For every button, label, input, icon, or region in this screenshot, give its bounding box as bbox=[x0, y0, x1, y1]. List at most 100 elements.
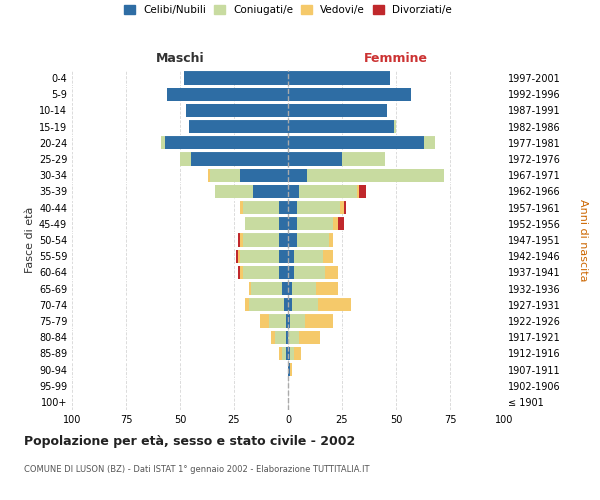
Bar bbox=[288, 201, 296, 214]
Bar bbox=[238, 234, 241, 246]
Bar bbox=[424, 136, 435, 149]
Bar bbox=[286, 330, 288, 344]
Bar bbox=[288, 234, 296, 246]
Bar bbox=[288, 104, 388, 117]
Bar bbox=[288, 266, 295, 279]
Bar bbox=[295, 250, 323, 263]
Bar bbox=[161, 136, 165, 149]
Bar bbox=[290, 346, 295, 360]
Bar bbox=[340, 201, 344, 214]
Bar bbox=[288, 363, 290, 376]
Bar bbox=[290, 314, 305, 328]
Bar bbox=[286, 314, 288, 328]
Bar bbox=[245, 217, 280, 230]
Bar bbox=[275, 330, 286, 344]
Bar bbox=[251, 282, 281, 295]
Bar bbox=[281, 346, 286, 360]
Bar bbox=[241, 266, 242, 279]
Legend: Celibi/Nubili, Coniugati/e, Vedovi/e, Divorziati/e: Celibi/Nubili, Coniugati/e, Vedovi/e, Di… bbox=[124, 5, 452, 15]
Bar bbox=[288, 282, 292, 295]
Bar bbox=[188, 120, 288, 134]
Bar bbox=[280, 234, 288, 246]
Bar bbox=[253, 185, 288, 198]
Bar bbox=[286, 346, 288, 360]
Bar bbox=[241, 234, 242, 246]
Bar bbox=[280, 266, 288, 279]
Bar bbox=[249, 298, 284, 312]
Bar bbox=[184, 72, 288, 85]
Bar bbox=[288, 250, 295, 263]
Text: Femmine: Femmine bbox=[364, 52, 428, 65]
Bar bbox=[288, 168, 307, 182]
Bar bbox=[241, 250, 280, 263]
Bar bbox=[284, 298, 288, 312]
Bar bbox=[288, 72, 389, 85]
Bar bbox=[316, 282, 338, 295]
Bar bbox=[296, 234, 329, 246]
Bar bbox=[305, 314, 334, 328]
Bar bbox=[292, 298, 318, 312]
Bar bbox=[245, 298, 249, 312]
Bar bbox=[288, 217, 296, 230]
Bar bbox=[295, 266, 325, 279]
Bar bbox=[299, 330, 320, 344]
Bar bbox=[215, 185, 253, 198]
Bar bbox=[295, 346, 301, 360]
Text: Maschi: Maschi bbox=[155, 52, 205, 65]
Bar bbox=[288, 152, 342, 166]
Bar bbox=[238, 250, 241, 263]
Bar bbox=[187, 104, 288, 117]
Bar bbox=[288, 88, 411, 101]
Bar bbox=[342, 152, 385, 166]
Bar bbox=[290, 363, 292, 376]
Bar bbox=[280, 201, 288, 214]
Bar bbox=[167, 88, 288, 101]
Bar bbox=[241, 201, 242, 214]
Bar bbox=[334, 217, 338, 230]
Bar bbox=[191, 152, 288, 166]
Bar bbox=[238, 266, 241, 279]
Text: Popolazione per età, sesso e stato civile - 2002: Popolazione per età, sesso e stato civil… bbox=[24, 435, 355, 448]
Bar bbox=[299, 185, 357, 198]
Bar bbox=[296, 217, 334, 230]
Bar bbox=[288, 314, 290, 328]
Bar bbox=[280, 346, 281, 360]
Bar bbox=[288, 330, 299, 344]
Bar bbox=[307, 168, 443, 182]
Bar bbox=[241, 168, 288, 182]
Bar bbox=[165, 136, 288, 149]
Bar bbox=[249, 282, 251, 295]
Bar bbox=[288, 298, 292, 312]
Bar bbox=[269, 314, 286, 328]
Bar bbox=[288, 136, 424, 149]
Bar bbox=[394, 120, 396, 134]
Bar bbox=[208, 168, 210, 182]
Bar bbox=[359, 185, 366, 198]
Bar bbox=[288, 346, 290, 360]
Bar bbox=[325, 266, 338, 279]
Bar bbox=[357, 185, 359, 198]
Bar bbox=[210, 168, 241, 182]
Bar bbox=[180, 152, 191, 166]
Bar bbox=[292, 282, 316, 295]
Bar bbox=[338, 217, 344, 230]
Bar bbox=[318, 298, 350, 312]
Bar bbox=[281, 282, 288, 295]
Bar bbox=[323, 250, 334, 263]
Y-axis label: Fasce di età: Fasce di età bbox=[25, 207, 35, 273]
Bar bbox=[280, 217, 288, 230]
Bar bbox=[288, 185, 299, 198]
Bar bbox=[242, 234, 280, 246]
Bar bbox=[242, 266, 280, 279]
Y-axis label: Anni di nascita: Anni di nascita bbox=[578, 198, 588, 281]
Bar bbox=[296, 201, 340, 214]
Bar bbox=[288, 120, 394, 134]
Bar bbox=[329, 234, 334, 246]
Bar bbox=[242, 201, 280, 214]
Text: COMUNE DI LUSON (BZ) - Dati ISTAT 1° gennaio 2002 - Elaborazione TUTTITALIA.IT: COMUNE DI LUSON (BZ) - Dati ISTAT 1° gen… bbox=[24, 465, 370, 474]
Bar bbox=[271, 330, 275, 344]
Bar bbox=[344, 201, 346, 214]
Bar bbox=[236, 250, 238, 263]
Bar bbox=[260, 314, 269, 328]
Bar bbox=[280, 250, 288, 263]
